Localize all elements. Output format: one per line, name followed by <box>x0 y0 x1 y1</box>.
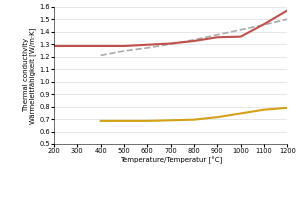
Standard firebrick <box>146 47 149 49</box>
Burcolight 14/25 H <box>146 120 149 122</box>
Burcotop <box>146 44 149 46</box>
Y-axis label: Thermal conductivity
Wärmeleitfähigkeit [W/m·K]: Thermal conductivity Wärmeleitfähigkeit … <box>23 27 36 124</box>
Standard firebrick <box>216 34 219 36</box>
Burcotop <box>169 42 172 45</box>
Line: Burcolight 14/25 H: Burcolight 14/25 H <box>101 108 287 121</box>
Burcotop <box>262 23 266 25</box>
Line: Burcotop: Burcotop <box>54 10 287 46</box>
Standard firebrick <box>262 24 266 26</box>
Standard firebrick <box>239 29 242 31</box>
Standard firebrick <box>192 39 196 41</box>
Burcolight 14/25 H <box>286 107 289 109</box>
Burcotop <box>52 45 56 47</box>
Burcolight 14/25 H <box>122 120 126 122</box>
Line: Standard firebrick: Standard firebrick <box>101 19 287 55</box>
Burcolight 14/25 H <box>262 108 266 111</box>
Burcolight 14/25 H <box>216 116 219 118</box>
Standard firebrick <box>99 54 103 57</box>
Burcotop <box>76 45 79 47</box>
Burcotop <box>216 36 219 38</box>
Burcotop <box>192 40 196 42</box>
Burcotop <box>122 45 126 47</box>
Burcotop <box>99 45 103 47</box>
Burcotop <box>286 9 289 12</box>
X-axis label: Temperature/Temperatur [°C]: Temperature/Temperatur [°C] <box>120 157 222 164</box>
Standard firebrick <box>169 43 172 45</box>
Burcolight 14/25 H <box>239 112 242 115</box>
Standard firebrick <box>286 18 289 20</box>
Burcolight 14/25 H <box>192 118 196 121</box>
Burcolight 14/25 H <box>169 119 172 121</box>
Standard firebrick <box>122 50 126 52</box>
Burcolight 14/25 H <box>99 120 103 122</box>
Burcotop <box>239 35 242 38</box>
